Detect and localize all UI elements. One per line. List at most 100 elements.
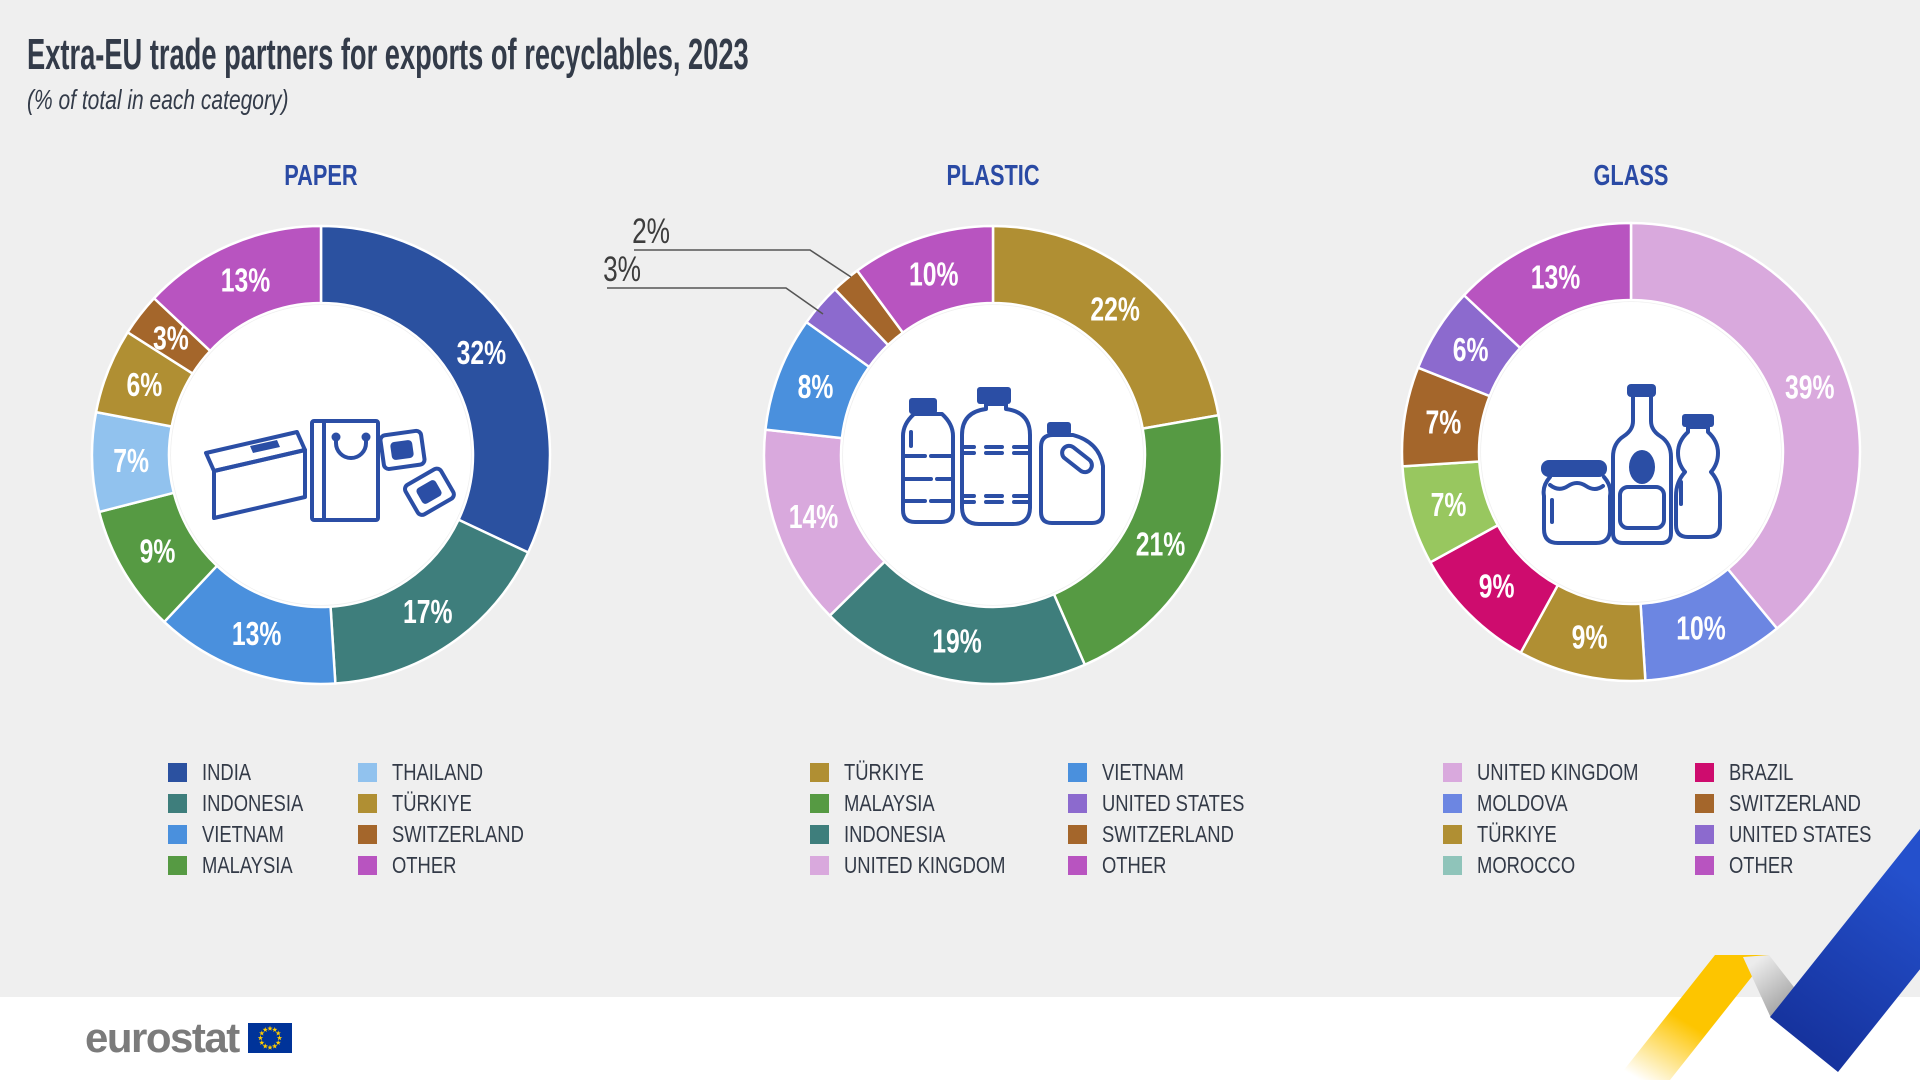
legend-swatch (168, 763, 187, 782)
legend-swatch (1443, 794, 1462, 813)
donut-slice-other (855, 224, 995, 334)
legend-item: UNITED KINGDOM (1443, 757, 1695, 788)
callout-line (634, 249, 852, 278)
legend-item: BRAZIL (1695, 757, 1907, 788)
legend-swatch (1695, 763, 1714, 782)
legend-swatch (168, 794, 187, 813)
legend-swatch (1068, 825, 1087, 844)
legend-swatch (1695, 856, 1714, 875)
donut-slice-other (152, 224, 323, 353)
slice-label: 19% (932, 624, 982, 660)
legend-label: OTHER (1102, 852, 1167, 878)
slice-label: 21% (1136, 527, 1186, 563)
legend-item: INDONESIA (168, 788, 358, 819)
legend-swatch (810, 856, 829, 875)
eu-star (275, 1039, 281, 1046)
slice-label: 7% (113, 444, 149, 480)
callout-label: 2% (632, 211, 670, 251)
legend-item: TÜRKIYE (358, 788, 557, 819)
legend-swatch (1443, 763, 1462, 782)
slice-label: 9% (1479, 569, 1515, 605)
legend-item: MALAYSIA (168, 850, 358, 881)
slice-label: 7% (1431, 488, 1467, 524)
legend-swatch (1695, 794, 1714, 813)
donut-slice-türkiye (991, 224, 1220, 430)
glass-bottles-icon (1541, 384, 1722, 545)
slice-label: 10% (909, 257, 959, 293)
eu-star (276, 1035, 282, 1041)
eu-star (267, 1044, 273, 1050)
donut-glass: 39% 10% 9% 9% 7% 7% 6% 13% (1400, 221, 1862, 683)
legend-label: TÜRKIYE (844, 759, 924, 785)
legend-swatch (358, 763, 377, 782)
eu-star (267, 1025, 273, 1031)
legend-swatch (168, 856, 187, 875)
legend-swatch (358, 856, 377, 875)
legend-item: VIETNAM (1068, 757, 1280, 788)
callout-label: 3% (603, 249, 641, 289)
footer (0, 997, 1920, 1080)
legend-swatch (358, 794, 377, 813)
legend-item: OTHER (1068, 850, 1280, 881)
legend-label: UNITED STATES (1729, 821, 1872, 847)
eu-star (258, 1039, 265, 1046)
legend-item: THAILAND (358, 757, 557, 788)
slice-label: 3% (153, 321, 189, 357)
eurostat-logo: eurostat (85, 1014, 292, 1062)
donut-slice-united-kingdom (1629, 221, 1862, 630)
legend-swatch (168, 825, 187, 844)
donut-hole (1481, 302, 1781, 602)
legend-label: TÜRKIYE (1477, 821, 1557, 847)
legend-column: THAILAND TÜRKIYE SWITZERLAND OTHER (358, 757, 557, 881)
legend-item: INDONESIA (810, 819, 1068, 850)
slice-label: 13% (232, 616, 282, 652)
slice-label: 7% (1425, 405, 1461, 441)
legend-label: VIETNAM (202, 821, 284, 847)
legend-label: SWITZERLAND (1729, 790, 1861, 816)
slice-label: 14% (789, 500, 839, 536)
legend-item: OTHER (358, 850, 557, 881)
slice-label: 8% (798, 370, 834, 406)
page-title: Extra-EU trade partners for exports of r… (27, 30, 749, 79)
slice-label: 9% (140, 534, 176, 570)
legend-item: TÜRKIYE (810, 757, 1068, 788)
eu-star (258, 1030, 265, 1036)
legend-label: VIETNAM (1102, 759, 1184, 785)
legend-item: SWITZERLAND (1068, 819, 1280, 850)
legend-label: SWITZERLAND (1102, 821, 1234, 847)
legend-label: MOROCCO (1477, 852, 1576, 878)
legend-column: INDIA INDONESIA VIETNAM MALAYSIA (168, 757, 358, 881)
legend-swatch (1443, 825, 1462, 844)
eu-star (275, 1030, 281, 1036)
eurostat-wordmark: eurostat (85, 1014, 240, 1061)
slice-label: 10% (1676, 611, 1726, 647)
legend-label: INDONESIA (844, 821, 946, 847)
legend-label: UNITED KINGDOM (1477, 759, 1639, 785)
chart-title-glass: GLASS (1593, 160, 1669, 192)
legend-swatch (810, 794, 829, 813)
legend-item: UNITED STATES (1068, 788, 1280, 819)
eu-star (271, 1026, 278, 1033)
slice-label: 9% (1572, 620, 1608, 656)
slice-label: 22% (1090, 292, 1140, 328)
legend-item: SWITZERLAND (1695, 788, 1907, 819)
legend-swatch (1695, 825, 1714, 844)
legend-swatch (1068, 856, 1087, 875)
legend-label: MALAYSIA (202, 852, 293, 878)
legend-glass: UNITED KINGDOM MOLDOVA TÜRKIYE MOROCCO BRAZI… (1443, 757, 1907, 881)
callout-line (607, 287, 824, 315)
donut-plastic: 22% 21% 19% 14% 8% 10% 2%3% (603, 211, 1224, 686)
slice-label: 6% (126, 368, 162, 404)
legend-item: UNITED KINGDOM (810, 850, 1068, 881)
legend-item: TÜRKIYE (1443, 819, 1695, 850)
legend-label: UNITED KINGDOM (844, 852, 1006, 878)
eu-star (271, 1043, 278, 1049)
legend-label: INDIA (202, 759, 252, 785)
page-subtitle: (% of total in each category) (27, 84, 289, 115)
legend-item: SWITZERLAND (358, 819, 557, 850)
legend-item: MOROCCO (1443, 850, 1695, 881)
eu-star (262, 1043, 268, 1049)
chart-title-paper: PAPER (284, 160, 358, 192)
legend-item: VIETNAM (168, 819, 358, 850)
eu-star (257, 1035, 263, 1041)
